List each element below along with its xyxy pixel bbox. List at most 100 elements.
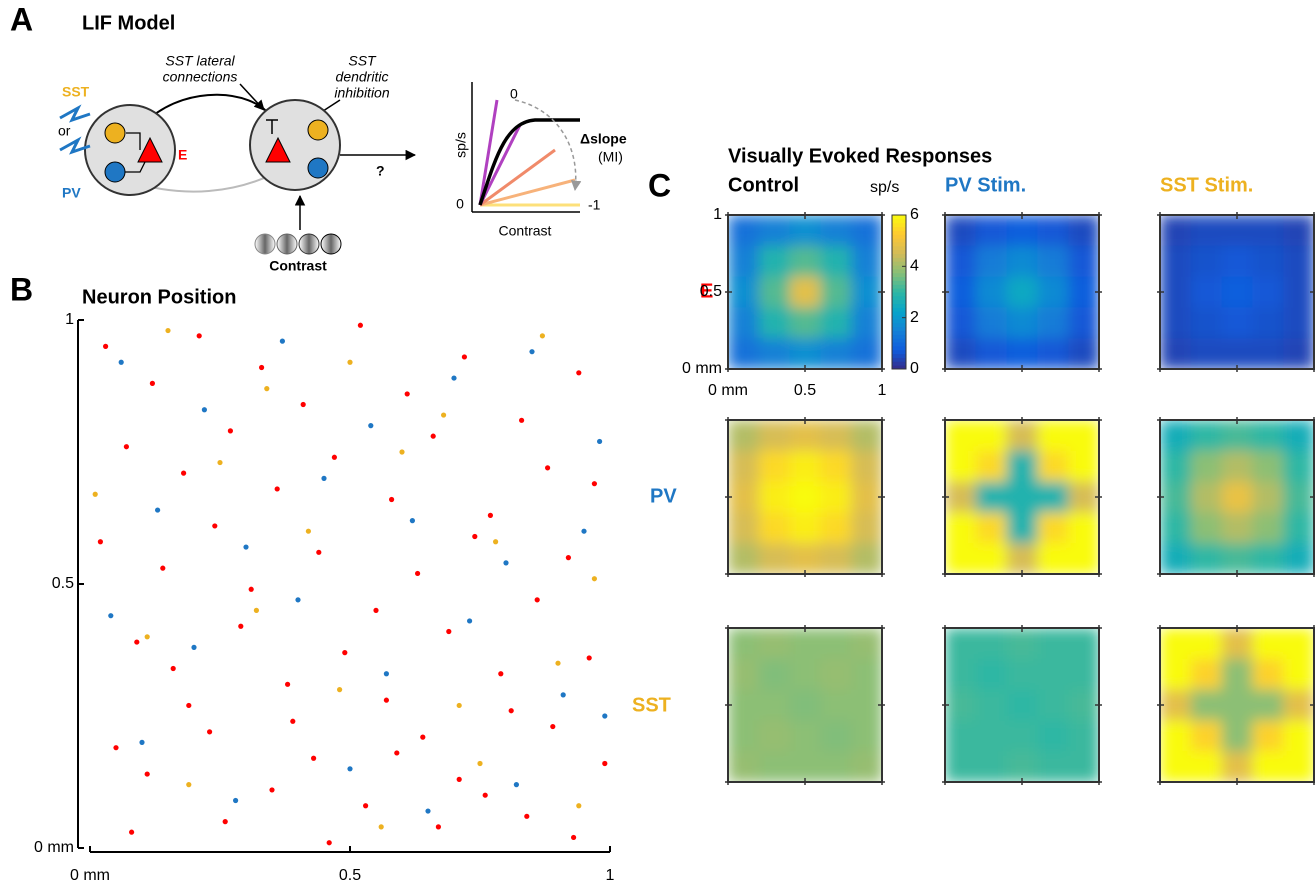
colorbar-step bbox=[892, 304, 906, 308]
or-label: or bbox=[58, 123, 71, 139]
heat-cell bbox=[1283, 720, 1314, 751]
contrast-label: Contrast bbox=[269, 258, 327, 274]
heat-cell bbox=[1222, 543, 1253, 574]
neuron bbox=[410, 518, 415, 523]
heat-cell bbox=[1222, 628, 1253, 659]
neuron bbox=[301, 402, 306, 407]
column bbox=[250, 100, 340, 190]
heat-cell bbox=[945, 751, 976, 782]
heat-cell bbox=[976, 628, 1007, 659]
heat-cell bbox=[1160, 420, 1191, 451]
sst-label: SST bbox=[62, 84, 90, 100]
heatmap bbox=[1160, 215, 1315, 370]
heat-cell bbox=[851, 338, 882, 369]
heat-cell bbox=[1068, 659, 1099, 690]
sst-cell bbox=[308, 120, 328, 140]
heat-cell bbox=[1037, 246, 1068, 277]
heat-cell bbox=[1252, 482, 1283, 513]
heat-cell bbox=[1191, 720, 1222, 751]
heat-cell bbox=[728, 512, 759, 543]
mi-label: 0 bbox=[510, 86, 518, 102]
neuron bbox=[415, 571, 420, 576]
heat-cell bbox=[1191, 307, 1222, 338]
neuron bbox=[145, 771, 150, 776]
heat-cell bbox=[1191, 246, 1222, 277]
neuron bbox=[93, 492, 98, 497]
heat-cell bbox=[851, 307, 882, 338]
heat-cell bbox=[1222, 751, 1253, 782]
heat-cell bbox=[945, 307, 976, 338]
heat-cell bbox=[728, 307, 759, 338]
heat-cell bbox=[851, 543, 882, 574]
heat-cell bbox=[728, 215, 759, 246]
heat-cell bbox=[820, 338, 851, 369]
row-label: PV bbox=[650, 485, 677, 507]
colorbar-step bbox=[892, 246, 906, 250]
pv-cell bbox=[105, 162, 125, 182]
colorbar-step bbox=[892, 269, 906, 273]
heat-cell bbox=[1191, 482, 1222, 513]
x-tick-label: 1 bbox=[878, 382, 887, 399]
annotation: SST lateral bbox=[165, 53, 235, 69]
heat-cell bbox=[1068, 543, 1099, 574]
neuron bbox=[332, 455, 337, 460]
pv-label: PV bbox=[62, 185, 81, 201]
heat-cell bbox=[1160, 628, 1191, 659]
heat-cell bbox=[1283, 420, 1314, 451]
y-tick-label: 1 bbox=[65, 311, 74, 328]
heat-cell bbox=[976, 512, 1007, 543]
heat-cell bbox=[1191, 338, 1222, 369]
heat-cell bbox=[1283, 307, 1314, 338]
neuron bbox=[269, 787, 274, 792]
neuron bbox=[223, 819, 228, 824]
neuron bbox=[228, 428, 233, 433]
heatmap bbox=[945, 215, 1100, 370]
neuron bbox=[529, 349, 534, 354]
heat-cell bbox=[1252, 307, 1283, 338]
neuron bbox=[165, 328, 170, 333]
mi-label: (MI) bbox=[598, 149, 623, 165]
heat-cell bbox=[728, 451, 759, 482]
heat-cell bbox=[790, 338, 821, 369]
question: ? bbox=[376, 163, 385, 179]
neuron bbox=[472, 534, 477, 539]
heat-cell bbox=[820, 751, 851, 782]
heat-cell bbox=[1068, 338, 1099, 369]
neuron bbox=[373, 608, 378, 613]
heat-cell bbox=[1222, 512, 1253, 543]
colorbar-tick-label: 4 bbox=[910, 258, 919, 275]
heat-cell bbox=[1191, 659, 1222, 690]
heat-cell bbox=[1037, 628, 1068, 659]
heat-cell bbox=[1283, 451, 1314, 482]
neuron bbox=[150, 381, 155, 386]
heat-cell bbox=[1160, 720, 1191, 751]
row-label: SST bbox=[632, 694, 671, 716]
heat-cell bbox=[820, 720, 851, 751]
neuron bbox=[477, 761, 482, 766]
neuron bbox=[129, 830, 134, 835]
heat-cell bbox=[1252, 277, 1283, 308]
heat-cell bbox=[976, 338, 1007, 369]
heat-cell bbox=[1007, 451, 1038, 482]
heat-cell bbox=[728, 420, 759, 451]
heat-cell bbox=[790, 482, 821, 513]
colorbar-step bbox=[892, 254, 906, 258]
heat-cell bbox=[1283, 246, 1314, 277]
heat-cell bbox=[1068, 246, 1099, 277]
heat-cell bbox=[1252, 659, 1283, 690]
heat-cell bbox=[1283, 512, 1314, 543]
heat-cell bbox=[1037, 451, 1068, 482]
colorbar-step bbox=[892, 296, 906, 300]
neuron bbox=[389, 497, 394, 502]
heat-cell bbox=[1222, 215, 1253, 246]
heatmap bbox=[728, 420, 883, 575]
x-tick-label: 1 bbox=[606, 867, 615, 884]
x-tick-label: 0.5 bbox=[339, 867, 361, 884]
y-tick-label: 0.5 bbox=[52, 575, 74, 592]
heat-cell bbox=[945, 690, 976, 721]
e-label: E bbox=[178, 147, 187, 163]
heat-cell bbox=[1068, 420, 1099, 451]
stim-bolt bbox=[60, 108, 90, 120]
heat-cell bbox=[759, 246, 790, 277]
heat-cell bbox=[851, 659, 882, 690]
